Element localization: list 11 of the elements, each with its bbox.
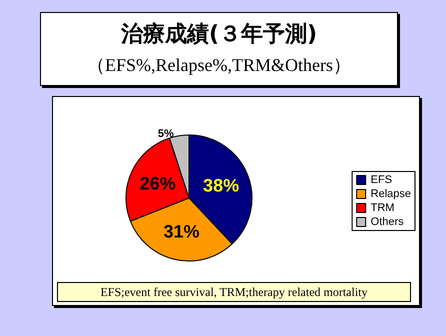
legend-label: Relapse xyxy=(370,188,411,200)
legend-label: EFS xyxy=(370,174,392,186)
data-label: 31% xyxy=(163,222,200,242)
text: EFS;event free survival, TRM;therapy related mortality xyxy=(57,282,411,302)
chart-title: 治療成績(３年予測) xyxy=(120,21,318,49)
chart-subtitle: （EFS%,Relapse%,TRM&Others） xyxy=(86,54,352,77)
data-label: 26% xyxy=(140,173,176,194)
data-label: 38% xyxy=(203,175,240,196)
legend-label: TRM xyxy=(370,202,394,214)
data-label: 5% xyxy=(158,128,174,140)
legend-label: Others xyxy=(370,216,404,228)
